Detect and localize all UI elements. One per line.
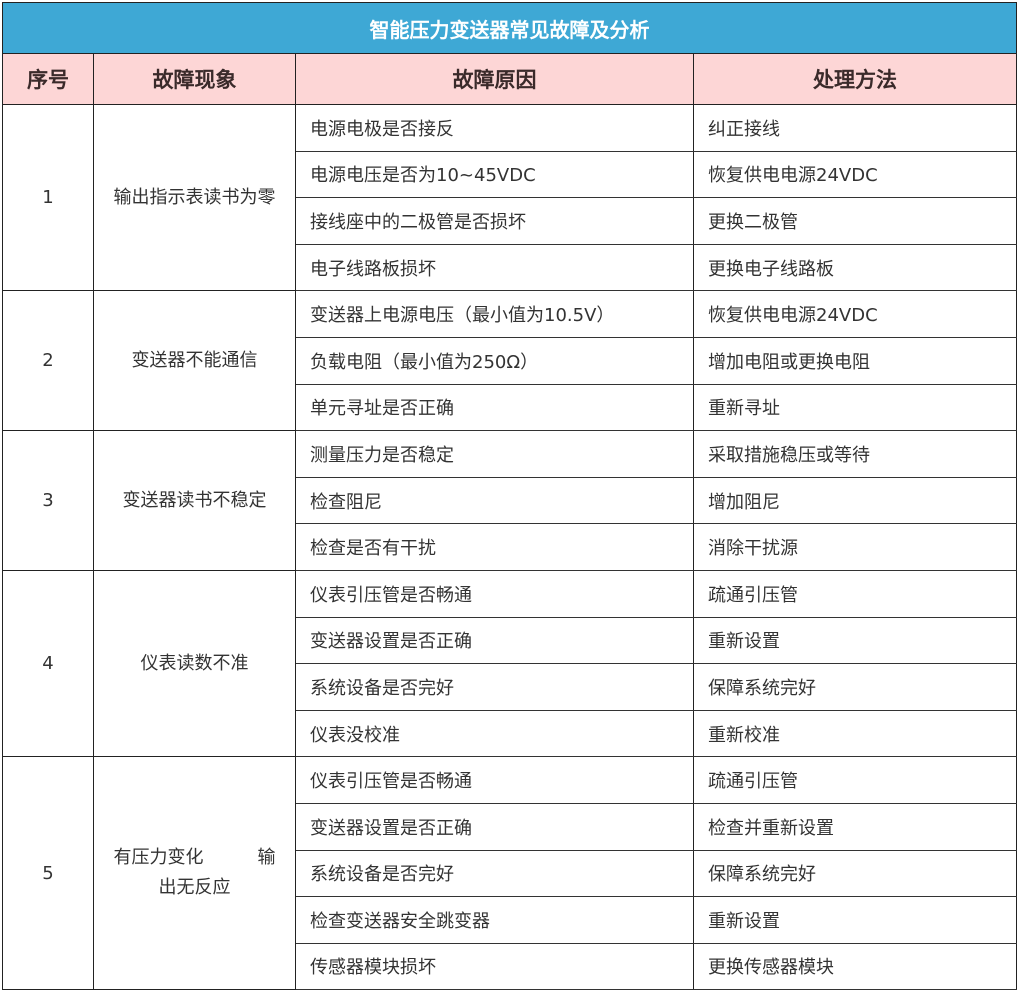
table-row: 电源电压是否为10~45VDC 恢复供电电源24VDC: [3, 150, 1017, 199]
fault-fix: 重新寻址: [693, 383, 1017, 432]
fault-cause: 仪表没校准: [295, 709, 694, 758]
table-row: 传感器模块损坏 更换传感器模块: [3, 942, 1017, 991]
fault-fix: 重新设置: [693, 896, 1017, 944]
fault-fix: 重新校准: [693, 709, 1017, 758]
fault-number: 2: [2, 290, 94, 432]
table-row: 5 有压力变化 输出无反应 仪表引压管是否畅通 疏通引压管: [2, 756, 1017, 991]
table-row: 变送器设置是否正确 检查并重新设置: [3, 802, 1017, 851]
fault-fix: 保障系统完好: [693, 663, 1017, 711]
fault-number: 1: [2, 103, 94, 292]
fault-number: 3: [2, 430, 94, 571]
fault-fix: 纠正接线: [693, 104, 1017, 152]
fault-fix: 更换电子线路板: [693, 243, 1017, 292]
table-row: 单元寻址是否正确 重新寻址: [3, 383, 1017, 432]
fault-fix: 更换传感器模块: [693, 942, 1017, 991]
fault-fix: 更换二极管: [693, 197, 1017, 245]
fault-cause: 变送器设置是否正确: [295, 802, 694, 851]
table-row: 系统设备是否完好 保障系统完好: [3, 663, 1017, 711]
fault-cause: 系统设备是否完好: [295, 849, 694, 898]
table-body: 1 输出指示表读书为零 电源电极是否接反 纠正接线 电源电压是否为10~45VDC 恢复供…: [2, 103, 1017, 991]
fault-symptom: 变送器读书不稳定: [93, 430, 296, 571]
fault-cause: 仪表引压管是否畅通: [295, 569, 694, 618]
fault-fix: 增加电阻或更换电阻: [693, 336, 1017, 385]
fault-fix: 疏通引压管: [693, 569, 1017, 618]
table-row: 系统设备是否完好 保障系统完好: [3, 849, 1017, 898]
table-row: 3 变送器读书不稳定 测量压力是否稳定 采取措施稳压或等待: [2, 430, 1017, 571]
fault-fix: 疏通引压管: [693, 756, 1017, 804]
table-row: 变送器设置是否正确 重新设置: [3, 616, 1017, 665]
table-row: 检查是否有干扰 消除干扰源: [3, 523, 1017, 571]
fault-cause: 变送器上电源电压（最小值为10.5V）: [295, 290, 694, 338]
table-row: 负载电阻（最小值为250Ω） 增加电阻或更换电阻: [3, 336, 1017, 385]
fault-cause: 接线座中的二极管是否损坏: [295, 197, 694, 245]
fault-cause: 检查是否有干扰: [295, 523, 694, 571]
table-title: 智能压力变送器常见故障及分析: [2, 2, 1017, 54]
fault-cause: 检查变送器安全跳变器: [295, 896, 694, 944]
header-symptom: 故障现象: [93, 53, 296, 105]
header-no: 序号: [2, 53, 94, 105]
fault-fix: 增加阻尼: [693, 476, 1017, 525]
table-row: 接线座中的二极管是否损坏 更换二极管: [3, 197, 1017, 245]
fault-cause: 传感器模块损坏: [295, 942, 694, 991]
fault-cause: 测量压力是否稳定: [295, 430, 694, 478]
fault-cause: 检查阻尼: [295, 476, 694, 525]
fault-fix: 消除干扰源: [693, 523, 1017, 571]
fault-symptom: 有压力变化 输出无反应: [93, 756, 296, 991]
fault-symptom: 输出指示表读书为零: [93, 103, 296, 292]
fault-symptom: 仪表读数不准: [93, 569, 296, 758]
fault-cause: 系统设备是否完好: [295, 663, 694, 711]
table-row: 仪表没校准 重新校准: [3, 709, 1017, 758]
header-fix: 处理方法: [693, 53, 1017, 105]
fault-fix: 重新设置: [693, 616, 1017, 665]
fault-fix: 恢复供电电源24VDC: [693, 290, 1017, 338]
table-row: 检查阻尼 增加阻尼: [3, 476, 1017, 525]
table-row: 4 仪表读数不准 仪表引压管是否畅通 疏通引压管: [2, 569, 1017, 758]
table-row: 检查变送器安全跳变器 重新设置: [3, 896, 1017, 944]
fault-cause: 仪表引压管是否畅通: [295, 756, 694, 804]
fault-fix: 恢复供电电源24VDC: [693, 150, 1017, 199]
fault-number: 5: [2, 756, 94, 991]
header-cause: 故障原因: [295, 53, 694, 105]
fault-fix: 检查并重新设置: [693, 802, 1017, 851]
fault-cause: 电子线路板损坏: [295, 243, 694, 292]
table-row: 电子线路板损坏 更换电子线路板: [3, 243, 1017, 292]
fault-fix: 保障系统完好: [693, 849, 1017, 898]
fault-cause: 电源电极是否接反: [295, 104, 694, 152]
fault-symptom: 变送器不能通信: [93, 290, 296, 432]
fault-cause: 变送器设置是否正确: [295, 616, 694, 665]
fault-cause: 单元寻址是否正确: [295, 383, 694, 432]
fault-cause: 电源电压是否为10~45VDC: [295, 150, 694, 199]
table-row: 1 输出指示表读书为零 电源电极是否接反 纠正接线: [2, 103, 1017, 292]
fault-fix: 采取措施稳压或等待: [693, 430, 1017, 478]
fault-number: 4: [2, 569, 94, 758]
table-row: 2 变送器不能通信 变送器上电源电压（最小值为10.5V） 恢复供电电源24VDC: [2, 290, 1017, 432]
fault-cause: 负载电阻（最小值为250Ω）: [295, 336, 694, 385]
